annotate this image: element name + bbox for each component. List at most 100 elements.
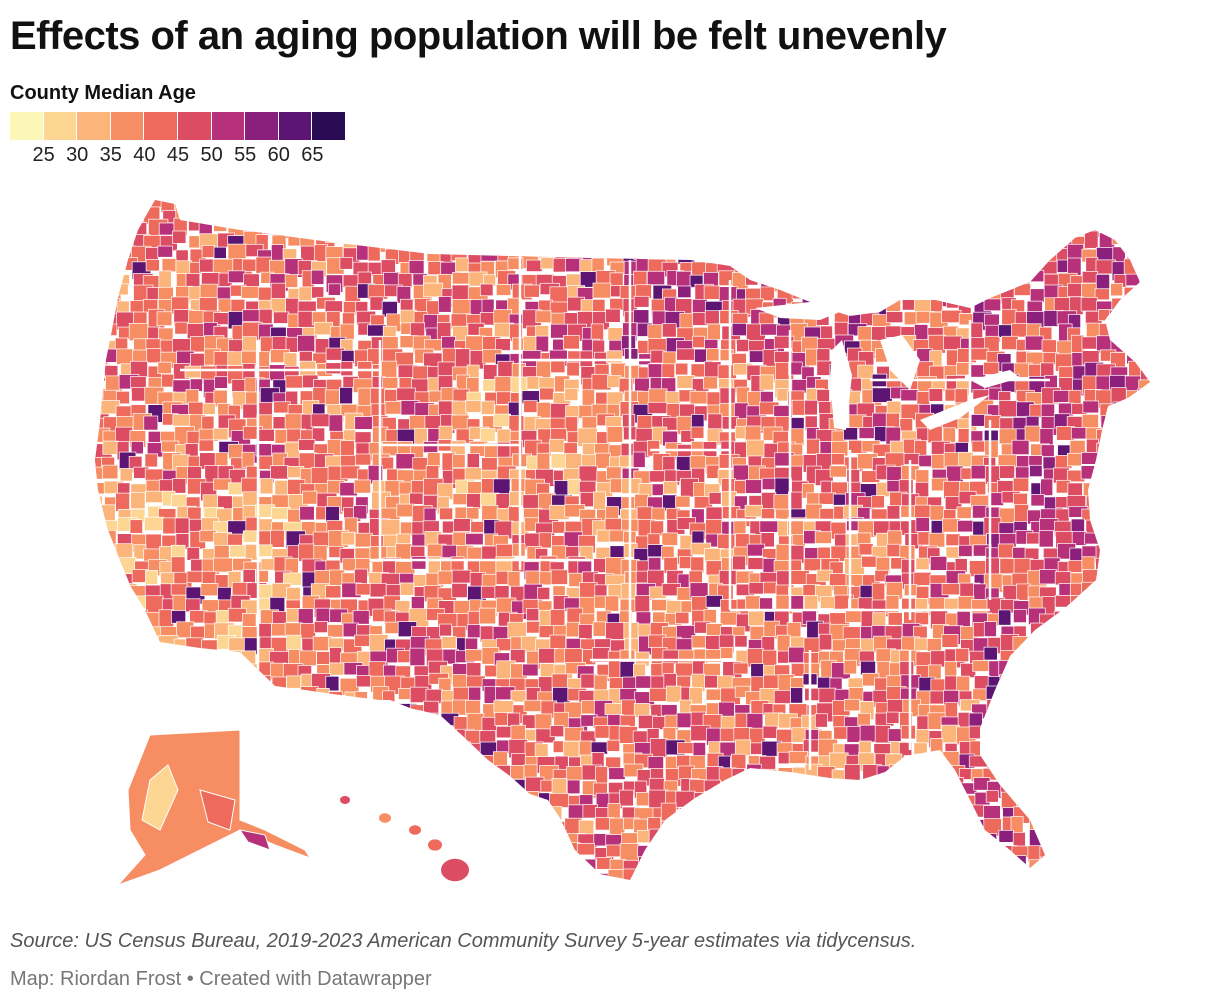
us-county-map[interactable] — [90, 190, 1200, 900]
county — [902, 820, 920, 840]
county — [1127, 804, 1142, 823]
county — [1152, 819, 1164, 836]
county — [917, 791, 931, 807]
county — [130, 887, 148, 900]
county — [398, 804, 419, 818]
county — [409, 769, 424, 788]
county — [327, 283, 341, 296]
county — [367, 870, 383, 880]
county — [521, 805, 539, 825]
county-layer[interactable] — [90, 192, 1176, 900]
county — [942, 261, 959, 280]
county — [95, 595, 108, 613]
county — [689, 246, 709, 259]
county — [495, 885, 509, 900]
county — [578, 465, 598, 484]
county — [383, 753, 404, 767]
county — [1152, 688, 1167, 705]
conus-counties — [95, 200, 1167, 900]
county — [719, 387, 736, 405]
county — [857, 597, 873, 611]
county — [705, 804, 725, 824]
county — [315, 819, 330, 838]
county — [708, 492, 722, 505]
county — [732, 794, 753, 811]
county — [246, 766, 260, 784]
county — [647, 756, 664, 770]
county — [619, 209, 640, 225]
county — [1067, 715, 1082, 735]
county — [926, 200, 944, 210]
county — [806, 819, 827, 833]
county — [623, 886, 640, 898]
county — [1108, 612, 1125, 630]
county — [576, 843, 595, 856]
county — [95, 558, 109, 578]
county — [101, 323, 118, 336]
county — [703, 663, 721, 677]
county — [1011, 439, 1030, 455]
county — [1039, 634, 1058, 649]
county — [184, 714, 199, 728]
county — [480, 400, 495, 415]
county — [888, 764, 904, 777]
county — [675, 790, 696, 808]
county — [479, 816, 499, 837]
county — [284, 860, 300, 875]
county — [242, 336, 257, 353]
county — [1112, 401, 1128, 419]
county — [423, 209, 442, 222]
county — [426, 200, 442, 211]
county — [1015, 200, 1030, 214]
county — [1001, 883, 1017, 899]
county — [186, 570, 205, 583]
county — [325, 765, 341, 781]
county — [787, 790, 805, 807]
county — [258, 218, 280, 235]
county — [578, 200, 594, 216]
county — [578, 740, 593, 757]
county — [341, 716, 362, 735]
county — [1040, 625, 1058, 642]
county — [983, 313, 1000, 326]
county — [915, 517, 930, 532]
county — [914, 257, 933, 270]
county — [1141, 586, 1150, 606]
county — [468, 802, 488, 818]
county — [900, 767, 922, 780]
county — [520, 217, 542, 234]
county — [745, 230, 763, 247]
county — [228, 715, 245, 729]
county — [1072, 200, 1093, 210]
county — [1123, 716, 1139, 730]
county — [888, 829, 903, 845]
county — [325, 362, 343, 375]
county — [969, 221, 990, 237]
county — [526, 259, 543, 272]
county — [507, 257, 524, 270]
county — [736, 200, 752, 210]
county — [677, 206, 698, 225]
county — [1085, 665, 1099, 681]
county — [914, 324, 929, 342]
county — [340, 361, 354, 377]
county — [481, 457, 498, 472]
county — [749, 805, 763, 818]
county — [161, 258, 177, 273]
county — [101, 871, 118, 880]
county — [1125, 685, 1145, 701]
county — [619, 598, 637, 613]
county — [999, 674, 1018, 691]
county — [95, 623, 106, 638]
county — [928, 532, 946, 548]
county — [385, 206, 404, 226]
county — [132, 200, 147, 207]
county — [929, 505, 945, 521]
county — [328, 713, 346, 731]
county — [1114, 790, 1131, 809]
county — [816, 205, 833, 223]
county — [478, 607, 496, 625]
county — [370, 716, 392, 732]
map-svg[interactable] — [90, 190, 1200, 900]
county — [355, 583, 373, 596]
